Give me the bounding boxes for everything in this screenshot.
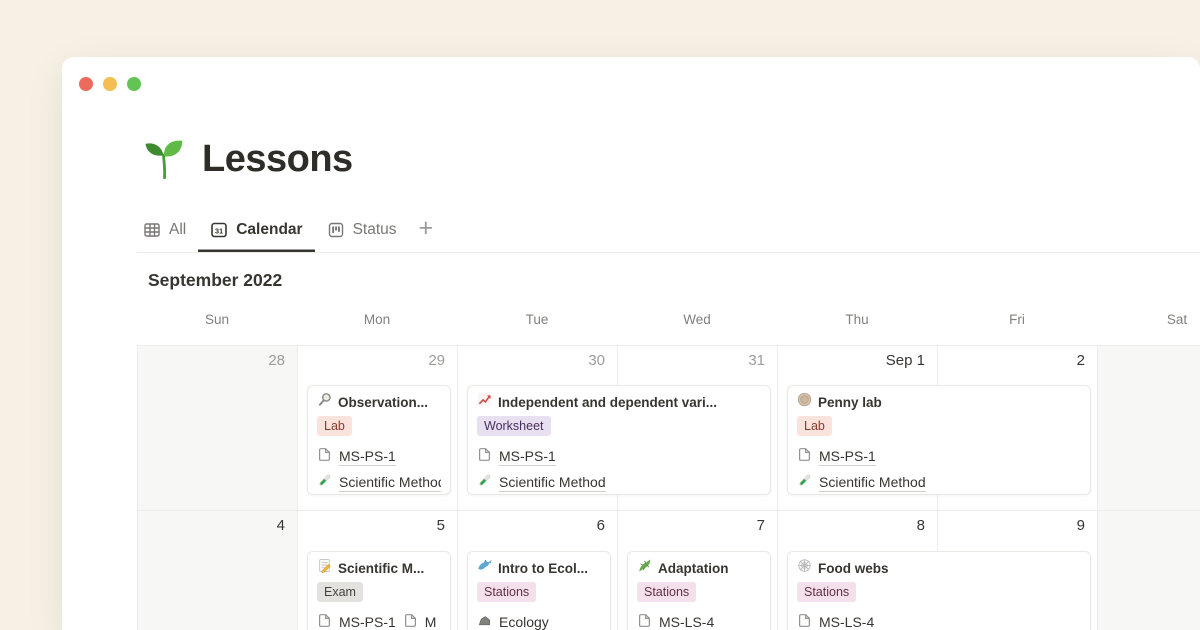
day-number: 5 [436, 517, 445, 534]
lesson-title: Food webs [818, 561, 889, 576]
standard-link[interactable]: MS-PS-1 [819, 448, 876, 466]
type-tag: Stations [797, 582, 857, 602]
page-header: Lessons [142, 137, 353, 181]
type-tag: Stations [477, 582, 537, 602]
lesson-title: Observation... [338, 395, 429, 410]
grid-line [137, 345, 138, 630]
page-icon [477, 447, 492, 467]
standard-link[interactable]: M [424, 614, 437, 630]
weekday-header-wed: Wed [683, 312, 711, 327]
spider-web-icon [797, 558, 812, 579]
page-icon [403, 613, 418, 630]
weekend-column-sat [1097, 345, 1200, 630]
lesson-title: Independent and dependent vari... [498, 395, 718, 410]
type-tag: Exam [317, 582, 363, 602]
grid-line [457, 345, 458, 630]
tab-all[interactable]: All [137, 207, 198, 252]
tab-status[interactable]: Status [315, 207, 409, 252]
test-tube-icon [317, 473, 332, 493]
type-tag: Lab [317, 416, 352, 436]
memo-icon [317, 558, 332, 579]
unit-link[interactable]: Ecology [499, 614, 549, 630]
lesson-card-adaptation[interactable]: Adaptation Stations MS-LS-4 [627, 551, 771, 630]
calendar-view-icon [210, 221, 228, 239]
lesson-title: Intro to Ecol... [498, 561, 588, 576]
day-number: 31 [748, 352, 765, 369]
page-icon [797, 447, 812, 467]
lesson-card-variables[interactable]: Independent and dependent vari... Worksh… [467, 385, 771, 495]
day-number: 7 [756, 517, 765, 534]
test-tube-icon [797, 473, 812, 493]
lesson-title: Penny lab [818, 395, 882, 410]
standard-link[interactable]: MS-LS-4 [659, 614, 715, 630]
lesson-card-observation[interactable]: Observation... Lab MS-PS-1 Scientific Me… [307, 385, 451, 495]
close-button[interactable] [79, 77, 93, 91]
lesson-title: Adaptation [658, 561, 729, 576]
type-tag: Worksheet [477, 416, 551, 436]
day-number: 28 [268, 352, 285, 369]
test-tube-icon [477, 473, 492, 493]
day-number: 4 [276, 517, 285, 534]
chart-increasing-icon [477, 392, 492, 413]
day-number: 6 [596, 517, 605, 534]
page-icon [797, 613, 812, 630]
grid-line [297, 345, 298, 630]
lesson-title: Scientific M... [338, 561, 425, 576]
day-number: 8 [916, 517, 925, 534]
weekday-header-fri: Fri [1009, 312, 1025, 327]
coin-icon [797, 392, 812, 413]
grid-line [777, 345, 778, 630]
day-number: 29 [428, 352, 445, 369]
app-window: Lessons All Calendar Status + September … [62, 57, 1200, 630]
window-controls [79, 77, 141, 91]
zoom-button[interactable] [127, 77, 141, 91]
minimize-button[interactable] [103, 77, 117, 91]
page-icon [317, 447, 332, 467]
page-title: Lessons [202, 138, 353, 180]
lesson-card-penny-lab[interactable]: Penny lab Lab MS-PS-1 Scientific Method [787, 385, 1091, 495]
day-number: 30 [588, 352, 605, 369]
unit-link[interactable]: Scientific Method [819, 474, 926, 492]
weekday-header-tue: Tue [525, 312, 549, 327]
lesson-card-intro-ecology[interactable]: Intro to Ecol... Stations Ecology [467, 551, 611, 630]
grid-line [137, 510, 1200, 511]
standard-link[interactable]: MS-PS-1 [499, 448, 556, 466]
weekday-header-sat: Sat [1166, 312, 1188, 327]
dolphin-icon [477, 558, 492, 579]
standard-link[interactable]: MS-LS-4 [819, 614, 875, 630]
page-icon [637, 613, 652, 630]
type-tag: Stations [637, 582, 697, 602]
seedling-icon [142, 137, 186, 181]
lesson-card-scientific-exam[interactable]: Scientific M... Exam MS-PS-1 M [307, 551, 451, 630]
standard-link[interactable]: MS-PS-1 [339, 614, 396, 630]
view-tabs: All Calendar Status + [137, 207, 1200, 253]
weekday-header-thu: Thu [845, 312, 869, 327]
day-number: 9 [1076, 517, 1085, 534]
standard-link[interactable]: MS-PS-1 [339, 448, 396, 466]
lesson-card-food-webs[interactable]: Food webs Stations MS-LS-4 [787, 551, 1091, 630]
unit-link[interactable]: Scientific Method [499, 474, 606, 492]
magnifying-glass-icon [317, 392, 332, 413]
page-icon [317, 613, 332, 630]
grid-line [1097, 345, 1098, 630]
month-label: September 2022 [148, 270, 283, 290]
lizard-icon [637, 558, 652, 579]
weekend-column-sun [137, 345, 297, 630]
day-number: Sep 1 [885, 352, 925, 369]
board-view-icon [327, 221, 345, 239]
unit-link[interactable]: Scientific Method [339, 474, 441, 492]
add-view-button[interactable]: + [418, 213, 434, 242]
weekday-header-sun: Sun [204, 312, 230, 327]
tab-calendar[interactable]: Calendar [198, 207, 314, 252]
type-tag: Lab [797, 416, 832, 436]
day-number: 2 [1076, 352, 1085, 369]
weekday-header-mon: Mon [363, 312, 391, 327]
rock-icon [477, 613, 492, 630]
table-view-icon [143, 221, 161, 239]
grid-line [137, 345, 1200, 346]
